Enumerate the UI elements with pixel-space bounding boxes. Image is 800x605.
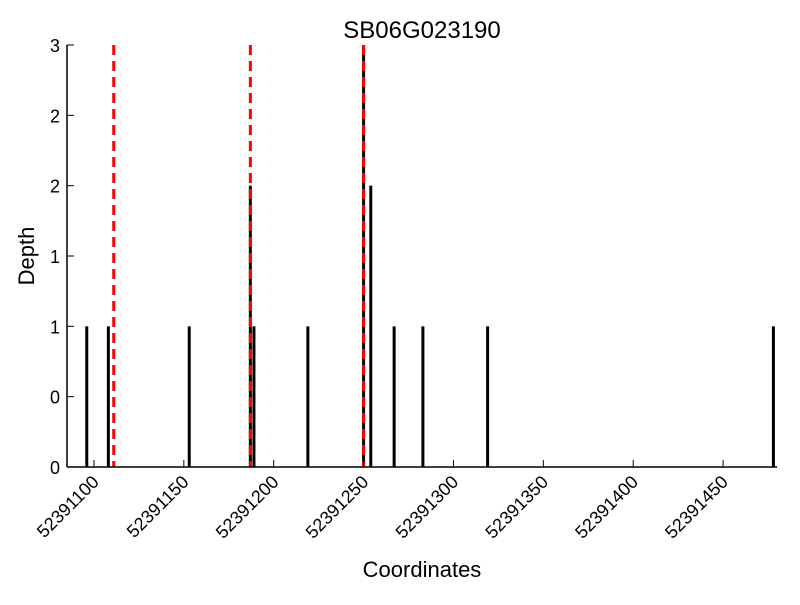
x-tick-label-5: 52391350 xyxy=(481,472,552,543)
y-tick-label-6: 3 xyxy=(50,36,60,56)
bar-7 xyxy=(369,185,373,467)
y-tick-label-5: 2 xyxy=(50,106,60,126)
y-tick-label-3: 1 xyxy=(50,247,60,267)
y-tick-label-4: 2 xyxy=(50,177,60,197)
x-tick-label-4: 52391300 xyxy=(392,472,463,543)
axes-group: 0 0 1 1 2 2 3 52391100 52391150 52391200 52391250 5… xyxy=(33,36,777,542)
y-tick-label-1: 0 xyxy=(50,388,60,408)
x-tick-label-0: 52391100 xyxy=(33,472,103,542)
x-axis-label: Coordinates xyxy=(363,557,482,582)
bar-8 xyxy=(392,326,396,467)
bar-11 xyxy=(771,326,775,467)
x-tick-label-6: 52391400 xyxy=(571,472,642,543)
x-tick-label-1: 52391150 xyxy=(123,472,193,542)
y-tick-label-2: 1 xyxy=(50,317,60,337)
bar-4 xyxy=(252,326,256,467)
bar-10 xyxy=(486,326,490,467)
bar-2 xyxy=(187,326,191,467)
y-tick-label-0: 0 xyxy=(50,458,60,478)
chart-title: SB06G023190 xyxy=(343,17,500,44)
bar-1 xyxy=(106,326,110,467)
y-axis-label: Depth xyxy=(14,227,39,286)
x-tick-label-7: 52391450 xyxy=(661,472,732,543)
bar-0 xyxy=(85,326,89,467)
bar-5 xyxy=(306,326,310,467)
bars-group xyxy=(85,45,775,467)
x-tick-label-2: 52391200 xyxy=(212,472,283,543)
bar-9 xyxy=(421,326,425,467)
x-tick-label-3: 52391250 xyxy=(302,472,373,543)
reference-lines-group xyxy=(112,45,366,467)
